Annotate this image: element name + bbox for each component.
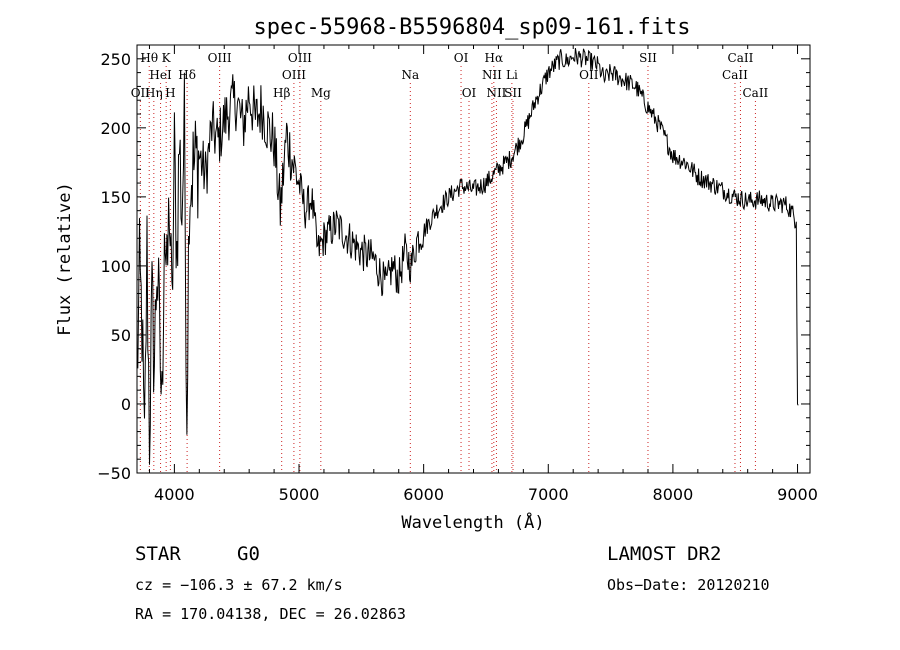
- spectral-line-label: CaII: [742, 86, 768, 100]
- spectral-line-label: Hθ: [140, 51, 158, 65]
- y-tick-label: 50: [111, 326, 131, 345]
- spectral-line-label: OII: [131, 86, 151, 100]
- spectral-line-label: Mg: [311, 86, 331, 100]
- y-tick-label: 200: [100, 119, 131, 138]
- spectral-line-label: OI: [454, 51, 469, 65]
- spectral-line-label: Li: [506, 68, 518, 82]
- spectral-line-label: SII: [504, 86, 522, 100]
- x-tick-label: 7000: [528, 485, 569, 504]
- y-axis-label: Flux (relative): [55, 182, 75, 336]
- spectral-line-label: OIII: [282, 68, 306, 82]
- spectral-line-label: Hδ: [178, 68, 196, 82]
- spectral-line-label: NII: [482, 68, 502, 82]
- y-tick-label: 100: [100, 257, 131, 276]
- spectrum-flux-line: [136, 48, 799, 465]
- observation-date: Obs−Date: 20120210: [607, 576, 770, 594]
- spectrum-series: [136, 48, 799, 465]
- redshift-velocity: cz = −106.3 ± 67.2 km/s: [135, 576, 343, 594]
- spectral-subclass: G0: [237, 543, 260, 565]
- sky-coordinates: RA = 170.04138, DEC = 26.02863: [135, 605, 406, 623]
- spectral-line-label: OIII: [208, 51, 232, 65]
- spectral-line-label: OI: [462, 86, 477, 100]
- x-axis-ticks: 4000 5000 6000 7000 8000 9000: [148, 45, 818, 504]
- spectral-line-label: Hη: [145, 86, 163, 100]
- spectral-line-label: Hα: [485, 51, 504, 65]
- chart-title: spec-55968-B5596804_sp09-161.fits: [253, 15, 690, 40]
- x-tick-label: 4000: [154, 485, 195, 504]
- spectral-line-label: OIII: [288, 51, 312, 65]
- y-tick-label: 0: [121, 395, 131, 414]
- spectral-line-label: Hβ: [273, 86, 290, 100]
- spectral-line-label: OII: [579, 68, 599, 82]
- spectral-line-label: HeI: [149, 68, 172, 82]
- x-axis-label: Wavelength (Å): [401, 511, 544, 533]
- x-tick-label: 5000: [279, 485, 320, 504]
- spectral-line-label: SII: [639, 51, 657, 65]
- y-tick-label: 250: [100, 50, 131, 69]
- y-tick-label: 150: [100, 188, 131, 207]
- spectral-line-label: CaII: [728, 51, 754, 65]
- spectral-line-label: Na: [401, 68, 419, 82]
- survey-name: LAMOST DR2: [607, 543, 721, 565]
- spectral-line-label: K: [162, 51, 172, 65]
- x-tick-label: 9000: [777, 485, 818, 504]
- y-tick-label: −50: [97, 464, 131, 483]
- x-tick-label: 6000: [403, 485, 444, 504]
- y-axis-ticks: −50 0 50 100 150 200 250: [97, 44, 810, 483]
- spectral-line-label: NII: [486, 86, 506, 100]
- spectral-line-label: CaII: [722, 68, 748, 82]
- x-tick-label: 8000: [653, 485, 694, 504]
- object-class: STAR: [135, 543, 181, 565]
- spectral-line-label: H: [165, 86, 175, 100]
- plot-frame: [136, 44, 811, 474]
